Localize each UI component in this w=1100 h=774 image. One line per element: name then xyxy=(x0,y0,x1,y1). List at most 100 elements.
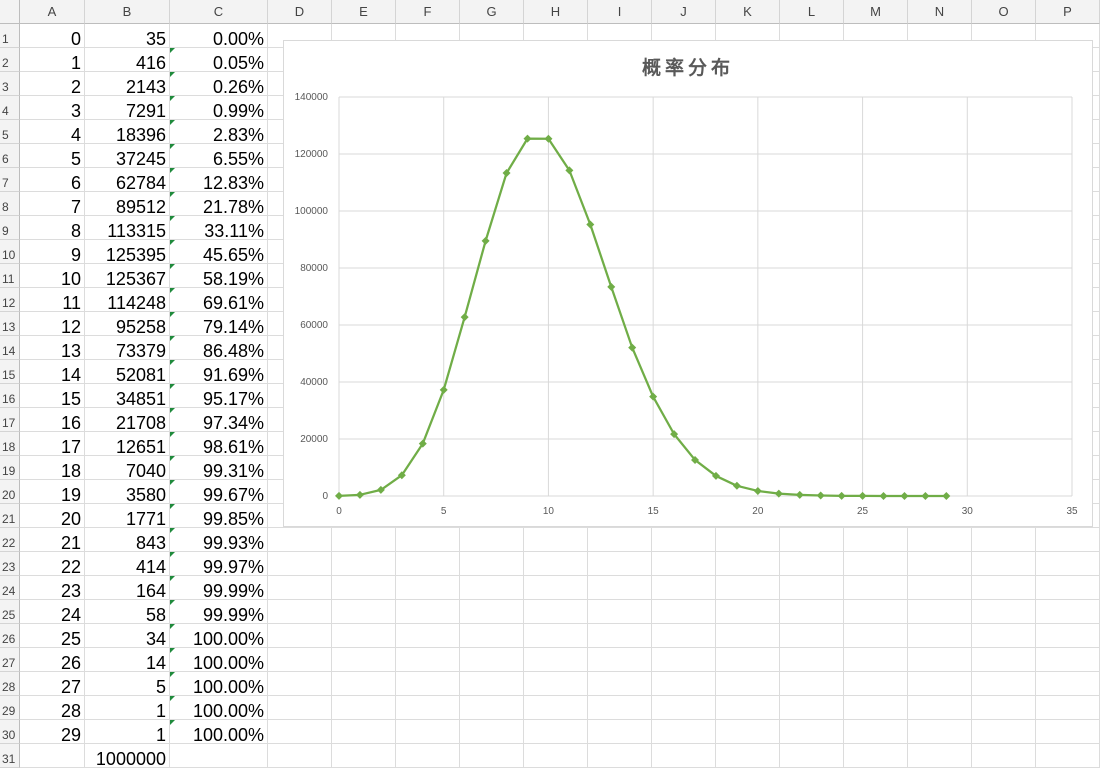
cell-b6[interactable]: 37245 xyxy=(85,144,170,168)
cell-i25[interactable] xyxy=(588,600,652,624)
column-header-j[interactable]: J xyxy=(652,0,716,24)
cell-b31[interactable]: 1000000 xyxy=(85,744,170,768)
cell-o28[interactable] xyxy=(972,672,1036,696)
cell-n22[interactable] xyxy=(908,528,972,552)
cell-n29[interactable] xyxy=(908,696,972,720)
row-header-15[interactable]: 15 xyxy=(0,360,20,384)
cell-c7[interactable]: 12.83% xyxy=(170,168,268,192)
cell-p28[interactable] xyxy=(1036,672,1100,696)
cell-b26[interactable]: 34 xyxy=(85,624,170,648)
cell-a5[interactable]: 4 xyxy=(20,120,85,144)
cell-a24[interactable]: 23 xyxy=(20,576,85,600)
cell-k30[interactable] xyxy=(716,720,780,744)
row-header-21[interactable]: 21 xyxy=(0,504,20,528)
cell-h25[interactable] xyxy=(524,600,588,624)
column-header-l[interactable]: L xyxy=(780,0,844,24)
cell-i26[interactable] xyxy=(588,624,652,648)
cell-a12[interactable]: 11 xyxy=(20,288,85,312)
cell-h23[interactable] xyxy=(524,552,588,576)
cell-e25[interactable] xyxy=(332,600,396,624)
cell-g29[interactable] xyxy=(460,696,524,720)
cell-h24[interactable] xyxy=(524,576,588,600)
cell-i29[interactable] xyxy=(588,696,652,720)
cell-f27[interactable] xyxy=(396,648,460,672)
row-header-14[interactable]: 14 xyxy=(0,336,20,360)
cell-k26[interactable] xyxy=(716,624,780,648)
cell-m30[interactable] xyxy=(844,720,908,744)
cell-j28[interactable] xyxy=(652,672,716,696)
cell-d23[interactable] xyxy=(268,552,332,576)
cell-f30[interactable] xyxy=(396,720,460,744)
cell-o30[interactable] xyxy=(972,720,1036,744)
cell-g26[interactable] xyxy=(460,624,524,648)
cell-h27[interactable] xyxy=(524,648,588,672)
cell-o31[interactable] xyxy=(972,744,1036,768)
cell-p23[interactable] xyxy=(1036,552,1100,576)
cell-j23[interactable] xyxy=(652,552,716,576)
cell-c17[interactable]: 97.34% xyxy=(170,408,268,432)
cell-e30[interactable] xyxy=(332,720,396,744)
cell-g24[interactable] xyxy=(460,576,524,600)
cell-i27[interactable] xyxy=(588,648,652,672)
column-header-n[interactable]: N xyxy=(908,0,972,24)
cell-c25[interactable]: 99.99% xyxy=(170,600,268,624)
cell-b14[interactable]: 73379 xyxy=(85,336,170,360)
cell-b23[interactable]: 414 xyxy=(85,552,170,576)
cell-b16[interactable]: 34851 xyxy=(85,384,170,408)
cell-c14[interactable]: 86.48% xyxy=(170,336,268,360)
cell-a27[interactable]: 26 xyxy=(20,648,85,672)
cell-l23[interactable] xyxy=(780,552,844,576)
cell-b5[interactable]: 18396 xyxy=(85,120,170,144)
cell-e29[interactable] xyxy=(332,696,396,720)
cell-o25[interactable] xyxy=(972,600,1036,624)
cell-e22[interactable] xyxy=(332,528,396,552)
row-header-13[interactable]: 13 xyxy=(0,312,20,336)
row-header-9[interactable]: 9 xyxy=(0,216,20,240)
cell-b20[interactable]: 3580 xyxy=(85,480,170,504)
cell-a8[interactable]: 7 xyxy=(20,192,85,216)
row-header-4[interactable]: 4 xyxy=(0,96,20,120)
cell-b17[interactable]: 21708 xyxy=(85,408,170,432)
cell-i31[interactable] xyxy=(588,744,652,768)
cell-a19[interactable]: 18 xyxy=(20,456,85,480)
cell-o29[interactable] xyxy=(972,696,1036,720)
cell-k22[interactable] xyxy=(716,528,780,552)
cell-c9[interactable]: 33.11% xyxy=(170,216,268,240)
cell-b4[interactable]: 7291 xyxy=(85,96,170,120)
cell-m25[interactable] xyxy=(844,600,908,624)
cell-a2[interactable]: 1 xyxy=(20,48,85,72)
column-header-h[interactable]: H xyxy=(524,0,588,24)
row-header-8[interactable]: 8 xyxy=(0,192,20,216)
cell-m31[interactable] xyxy=(844,744,908,768)
cell-p27[interactable] xyxy=(1036,648,1100,672)
cell-f22[interactable] xyxy=(396,528,460,552)
cell-l26[interactable] xyxy=(780,624,844,648)
cell-p22[interactable] xyxy=(1036,528,1100,552)
row-header-18[interactable]: 18 xyxy=(0,432,20,456)
cell-c24[interactable]: 99.99% xyxy=(170,576,268,600)
cell-p31[interactable] xyxy=(1036,744,1100,768)
cell-b18[interactable]: 12651 xyxy=(85,432,170,456)
cell-c4[interactable]: 0.99% xyxy=(170,96,268,120)
cell-f31[interactable] xyxy=(396,744,460,768)
select-all-corner[interactable] xyxy=(0,0,20,24)
cell-c6[interactable]: 6.55% xyxy=(170,144,268,168)
cell-o23[interactable] xyxy=(972,552,1036,576)
row-header-25[interactable]: 25 xyxy=(0,600,20,624)
cell-a13[interactable]: 12 xyxy=(20,312,85,336)
cell-m22[interactable] xyxy=(844,528,908,552)
row-header-27[interactable]: 27 xyxy=(0,648,20,672)
row-header-29[interactable]: 29 xyxy=(0,696,20,720)
cell-b11[interactable]: 125367 xyxy=(85,264,170,288)
cell-c18[interactable]: 98.61% xyxy=(170,432,268,456)
cell-e31[interactable] xyxy=(332,744,396,768)
cell-b19[interactable]: 7040 xyxy=(85,456,170,480)
row-header-7[interactable]: 7 xyxy=(0,168,20,192)
cell-c11[interactable]: 58.19% xyxy=(170,264,268,288)
cell-p26[interactable] xyxy=(1036,624,1100,648)
cell-a22[interactable]: 21 xyxy=(20,528,85,552)
cell-c30[interactable]: 100.00% xyxy=(170,720,268,744)
column-header-o[interactable]: O xyxy=(972,0,1036,24)
cell-c31[interactable] xyxy=(170,744,268,768)
cell-b22[interactable]: 843 xyxy=(85,528,170,552)
